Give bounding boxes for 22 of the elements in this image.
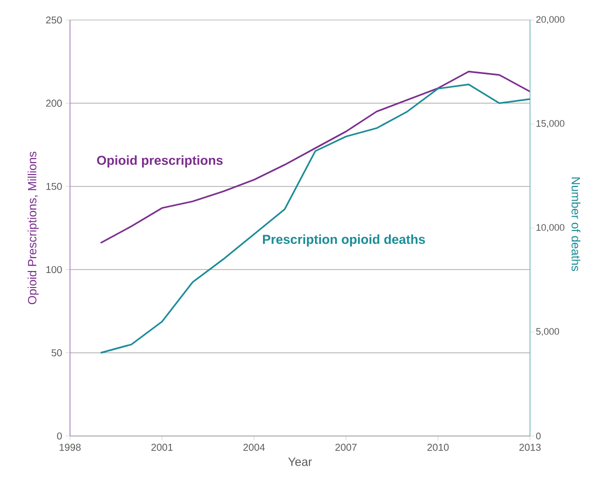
y-axis-title: Opioid Prescriptions, Millions — [28, 152, 39, 304]
y-tick-label: 250 — [46, 16, 62, 24]
y-tick-label: 100 — [46, 266, 62, 274]
y-tick-label: 150 — [46, 182, 62, 190]
y2-tick-label: 20,000 — [536, 16, 564, 24]
y-tick-label: 0 — [57, 432, 62, 440]
y2-axis-title: Number of deaths — [572, 177, 580, 272]
x-tick-label: 2004 — [243, 444, 265, 451]
x-axis-title: Year — [288, 458, 312, 466]
x-tick-label: 2010 — [427, 444, 449, 451]
x-tick-label: 2013 — [519, 444, 541, 451]
y2-tick-label: 15,000 — [536, 120, 564, 128]
series-label: Prescription opioid deaths — [262, 234, 425, 247]
y-tick-label: 50 — [52, 349, 62, 356]
y2-tick-label: 0 — [536, 432, 541, 440]
x-tick-label: 2001 — [151, 444, 173, 451]
x-tick-label: 1998 — [60, 444, 81, 451]
x-tick-label: 2007 — [335, 444, 357, 451]
y-tick-label: 200 — [46, 100, 62, 107]
series-label: Opioid prescriptions — [97, 155, 223, 168]
y2-tick-label: 10,000 — [536, 224, 564, 232]
y2-tick-label: 5,000 — [536, 328, 560, 336]
